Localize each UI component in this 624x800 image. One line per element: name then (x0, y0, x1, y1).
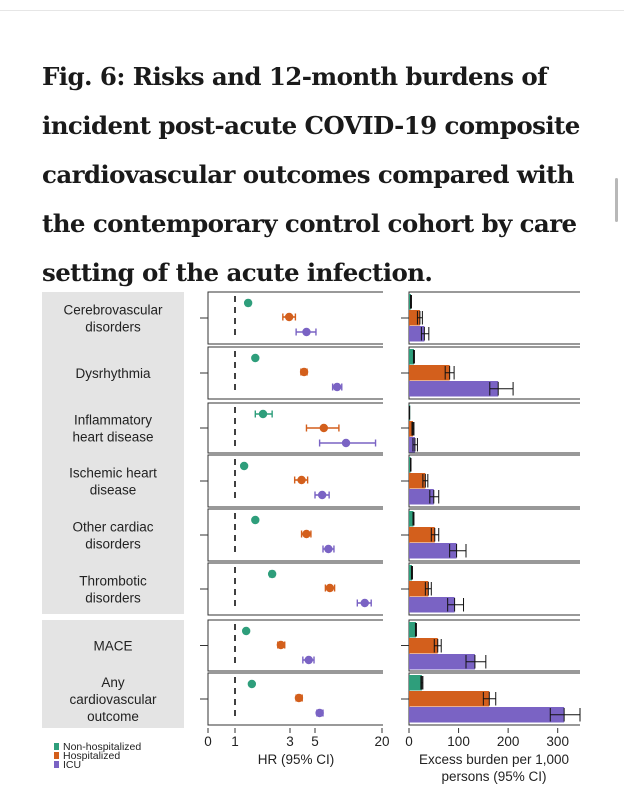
burden-bar (409, 349, 414, 365)
hr-point (302, 529, 311, 539)
burden-tick-label: 0 (405, 734, 413, 749)
burden-bar (409, 437, 415, 453)
hr-tick-label: 5 (311, 734, 319, 749)
burden-bar (409, 326, 425, 342)
burden-bar (409, 654, 475, 670)
outcome-label: Any (101, 675, 125, 690)
burden-bar (409, 622, 416, 638)
hazard-ratio-panel (200, 291, 383, 726)
hr-tick-label: 0 (204, 734, 212, 749)
scrollbar-thumb[interactable] (615, 178, 618, 222)
burden-bar (409, 473, 426, 489)
burden-bar (409, 597, 455, 613)
burden-bar (409, 581, 429, 597)
outcome-label: disorders (85, 591, 141, 606)
bar-row-frame (408, 291, 580, 345)
hr-point (325, 583, 335, 593)
hr-point (317, 490, 327, 500)
outcome-label: disorders (85, 320, 141, 335)
legend-label: ICU (63, 759, 81, 771)
burden-bar (409, 707, 565, 723)
outcome-label: cardiovascular (69, 692, 157, 707)
burden-bar (409, 421, 413, 437)
hr-tick-label: 20 (374, 734, 389, 749)
hr-point (324, 544, 333, 554)
burden-axis-label: Excess burden per 1,000 (419, 752, 569, 767)
outcome-label: heart disease (72, 430, 153, 445)
burden-bar (409, 565, 412, 581)
hr-point (243, 298, 253, 308)
hr-point (284, 312, 294, 322)
outcome-label: Ischemic heart (69, 466, 157, 481)
hr-point (297, 475, 306, 485)
outcome-label: Inflammatory (74, 413, 152, 428)
hr-point (247, 679, 257, 689)
burden-bar (409, 457, 411, 473)
burden-axis-label: persons (95% CI) (441, 769, 546, 784)
legend-label: Non-hospitalized (63, 741, 141, 753)
outcome-label: Thrombotic (79, 574, 147, 589)
hr-tick-label: 1 (231, 734, 239, 749)
hr-point (239, 461, 249, 471)
burden-bar (409, 365, 450, 381)
burden-tick-label: 200 (497, 734, 520, 749)
legend-swatch (54, 761, 59, 768)
outcome-label: MACE (93, 639, 132, 654)
burden-bar (409, 638, 438, 654)
hr-point (304, 655, 313, 665)
burden-bar (409, 691, 490, 707)
axes: 0 1 3 5 20 HR (95% CI) 0 100 200 300 Excess burden… (204, 728, 569, 784)
legend-label: Hospitalized (63, 750, 120, 762)
bar-row-frame (408, 402, 580, 454)
hr-point (276, 640, 286, 650)
hr-tick-label: 3 (286, 734, 294, 749)
hr-point (294, 693, 304, 703)
hr-point (341, 438, 351, 448)
hr-point (251, 353, 260, 363)
hr-point (319, 423, 329, 433)
hr-point (241, 626, 251, 636)
burden-tick-label: 100 (447, 734, 470, 749)
figure-title: Fig. 6: Risks and 12-month burdens of in… (42, 62, 580, 287)
burden-bar (409, 675, 422, 691)
outcome-label: Dysrhythmia (75, 366, 151, 381)
outcome-label: disease (90, 483, 137, 498)
legend-swatch (54, 743, 59, 750)
hr-point (258, 409, 268, 419)
legend-swatch (54, 752, 59, 759)
outcome-labels: Cerebrovascular disorders Dysrhythmia Infla… (42, 292, 184, 728)
hr-axis-label: HR (95% CI) (258, 752, 335, 767)
outcome-label: disorders (85, 537, 141, 552)
hr-point (302, 327, 311, 337)
outcome-label: outcome (87, 709, 139, 724)
burden-bar (409, 489, 434, 505)
excess-burden-panel (401, 291, 581, 726)
bar-row-frame (408, 454, 580, 508)
hr-point (267, 569, 277, 579)
hr-point (299, 367, 309, 377)
top-divider (0, 10, 624, 11)
label-panel-bottom (42, 620, 184, 728)
burden-bar (409, 381, 499, 397)
hr-point (315, 708, 324, 718)
burden-bar (409, 511, 414, 527)
label-panel-top (42, 292, 184, 614)
burden-tick-label: 300 (546, 734, 569, 749)
hr-point (332, 382, 342, 392)
burden-bar (409, 527, 435, 543)
hr-point (360, 598, 369, 608)
outcome-label: Other cardiac (72, 520, 153, 535)
outcome-label: Cerebrovascular (63, 303, 163, 318)
burden-bar (409, 310, 420, 326)
burden-bar (409, 543, 457, 559)
hr-point (251, 515, 260, 525)
